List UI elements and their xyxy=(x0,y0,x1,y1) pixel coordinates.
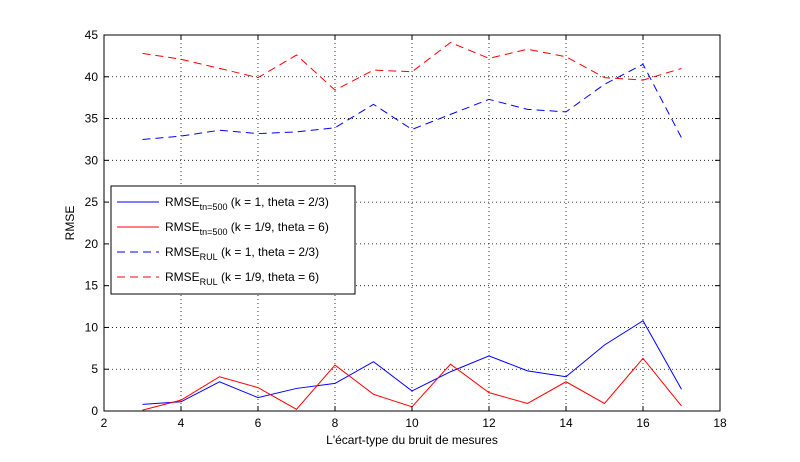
legend-label-subscript: tn=500 xyxy=(200,227,228,237)
legend-label-rest: (k = 1, theta = 2/3) xyxy=(218,245,319,259)
legend-label-subscript: RUL xyxy=(200,277,218,287)
axis-ticks: 2 4 6 8 10 12 14 16 18 0 5 10 15 20 25 30 35 40 45 xyxy=(85,28,727,430)
y-tick-label: 10 xyxy=(85,320,99,334)
x-axis-title: L'écart-type du bruit de mesures xyxy=(326,433,498,447)
legend-label-rest: (k = 1, theta = 2/3) xyxy=(227,195,328,209)
legend-label-subscript: tn=500 xyxy=(200,202,228,212)
legend-entry-2: RMSEtn=500 (k = 1/9, theta = 6) xyxy=(165,220,329,237)
legend-label-main: RMSE xyxy=(165,270,200,284)
x-tick-label: 12 xyxy=(482,416,496,430)
y-tick-label: 25 xyxy=(85,195,99,209)
legend: RMSEtn=500 (k = 1, theta = 2/3)RMSEtn=50… xyxy=(110,185,356,295)
y-tick-label: 30 xyxy=(85,153,99,167)
y-tick-label: 15 xyxy=(85,279,99,293)
legend-label-main: RMSE xyxy=(165,195,200,209)
legend-label-main: RMSE xyxy=(165,245,200,259)
x-tick-label: 14 xyxy=(559,416,573,430)
x-tick-label: 4 xyxy=(178,416,185,430)
y-tick-label: 20 xyxy=(85,237,99,251)
series-line-4 xyxy=(142,41,682,91)
x-tick-label: 2 xyxy=(101,416,108,430)
y-tick-label: 35 xyxy=(85,112,99,126)
legend-label-rest: (k = 1/9, theta = 6) xyxy=(227,220,328,234)
legend-box xyxy=(110,185,356,295)
y-tick-label: 0 xyxy=(91,404,98,418)
y-tick-label: 45 xyxy=(85,28,99,42)
series-line-1 xyxy=(142,320,682,405)
y-axis-title: RMSE xyxy=(63,206,77,241)
y-tick-label: 5 xyxy=(91,362,98,376)
x-tick-label: 16 xyxy=(636,416,650,430)
legend-entry-1: RMSEtn=500 (k = 1, theta = 2/3) xyxy=(165,195,329,212)
legend-label-main: RMSE xyxy=(165,220,200,234)
legend-entry-3: RMSERUL (k = 1, theta = 2/3) xyxy=(165,245,319,262)
x-tick-label: 18 xyxy=(713,416,727,430)
legend-label-rest: (k = 1/9, theta = 6) xyxy=(218,270,319,284)
x-tick-label: 8 xyxy=(332,416,339,430)
legend-label-subscript: RUL xyxy=(200,252,218,262)
legend-entry-4: RMSERUL (k = 1/9, theta = 6) xyxy=(165,270,319,287)
x-tick-label: 6 xyxy=(255,416,262,430)
y-tick-label: 40 xyxy=(85,70,99,84)
x-tick-label: 10 xyxy=(405,416,419,430)
